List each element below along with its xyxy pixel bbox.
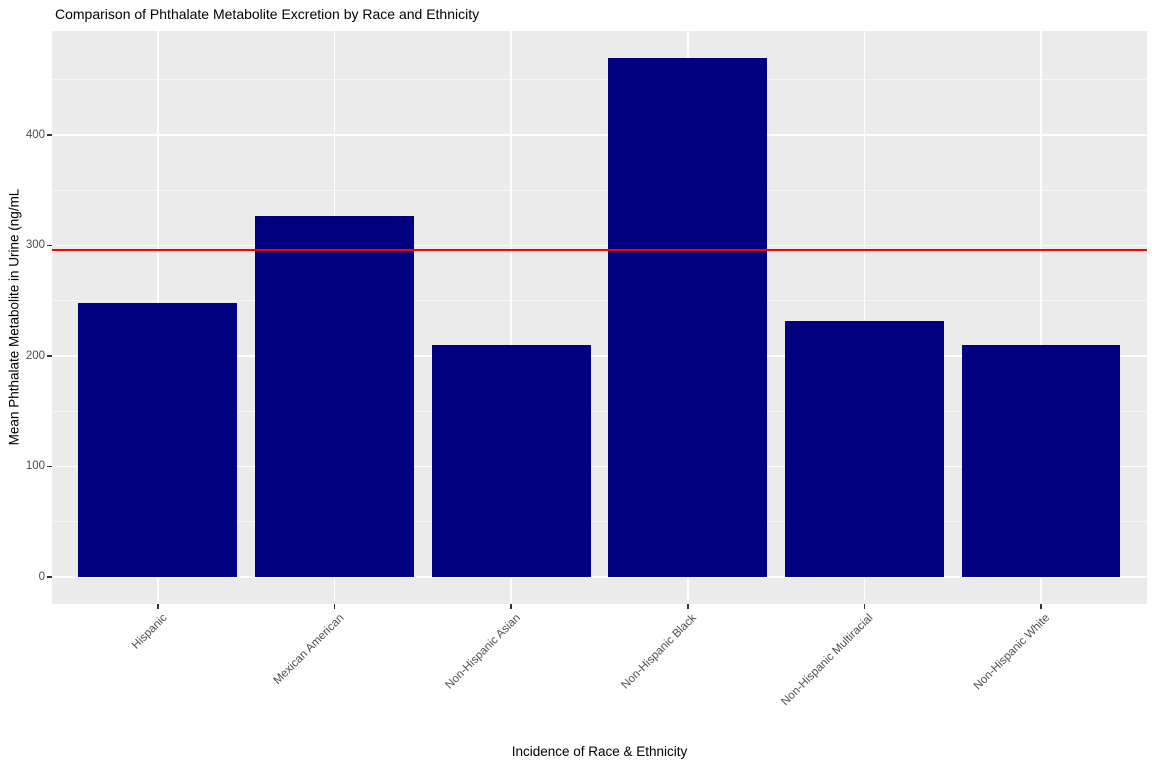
x-tick-mark (333, 604, 336, 609)
vertical-gridline (510, 31, 512, 604)
y-tick-label: 100 (25, 460, 45, 472)
major-gridline (52, 576, 1147, 578)
y-tick-mark (47, 576, 52, 578)
bar (961, 344, 1121, 577)
major-gridline (52, 134, 1147, 136)
y-tick-label: 0 (38, 570, 45, 583)
chart-title: Comparison of Phthalate Metabolite Excre… (55, 6, 480, 22)
x-tick-mark (157, 604, 159, 609)
major-gridline (52, 355, 1147, 357)
x-tick-mark (1040, 604, 1042, 609)
x-tick-label-text: Mexican American (271, 612, 347, 687)
x-tick-mark (863, 604, 866, 609)
reference-line (52, 249, 1147, 251)
y-tick-label: 300 (25, 239, 45, 251)
y-tick-mark (47, 134, 52, 136)
x-tick-mark (687, 604, 689, 609)
bar (784, 320, 944, 577)
minor-gridline (52, 410, 1147, 412)
bar (78, 302, 238, 577)
x-tick-label-text: Non-Hispanic White (972, 612, 1053, 693)
vertical-gridline (1040, 31, 1042, 604)
minor-gridline (52, 189, 1147, 191)
minor-gridline (52, 521, 1147, 523)
y-tick-mark (47, 244, 52, 247)
y-tick-label: 200 (25, 349, 45, 362)
minor-gridline (52, 79, 1147, 81)
bar (431, 344, 591, 577)
minor-gridline (52, 300, 1147, 302)
x-tick-label-text: Non-Hispanic Black (619, 612, 700, 692)
major-gridline (52, 244, 1147, 247)
major-gridline (52, 465, 1147, 468)
y-tick-mark (47, 465, 52, 468)
y-tick-label: 400 (25, 128, 45, 141)
bar (608, 57, 768, 577)
y-tick-mark (47, 355, 52, 357)
x-tick-label-text: Non-Hispanic Multiracial (779, 612, 876, 709)
vertical-gridline (863, 31, 866, 604)
bar (255, 215, 415, 577)
x-tick-label-text: Non-Hispanic Asian (443, 612, 523, 692)
y-axis-title: Mean Phthalate Metabolite in Urine (ng/m… (6, 188, 22, 446)
x-axis-title: Incidence of Race & Ethnicity (511, 744, 688, 759)
x-tick-mark (510, 604, 512, 609)
x-tick-label-text: Hispanic (129, 612, 170, 652)
